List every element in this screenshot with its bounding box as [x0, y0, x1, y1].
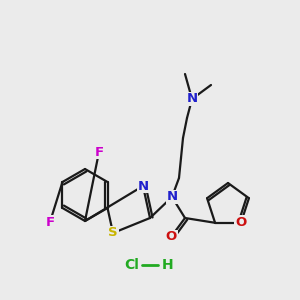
- Text: O: O: [235, 216, 247, 229]
- Text: O: O: [165, 230, 177, 244]
- Text: N: N: [137, 179, 148, 193]
- Text: H: H: [162, 258, 174, 272]
- Text: N: N: [167, 190, 178, 203]
- Text: F: F: [45, 215, 55, 229]
- Text: S: S: [108, 226, 118, 239]
- Text: Cl: Cl: [124, 258, 140, 272]
- Text: F: F: [94, 146, 103, 158]
- Text: N: N: [186, 92, 198, 106]
